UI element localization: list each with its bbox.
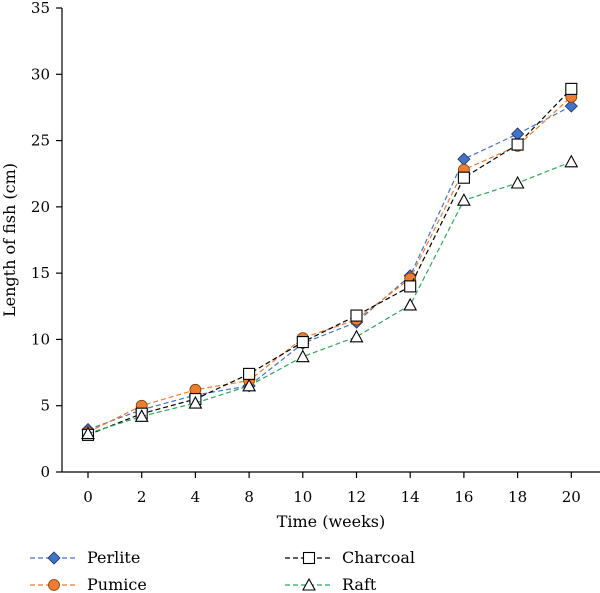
data-point-raft [510,175,525,189]
data-point-charcoal [350,309,363,322]
x-tick-label: 18 [508,488,527,506]
plot-area: 0 5 10 15 20 25 30 35 0 2 4 8 10 12 14 16 18 20 [31,0,600,506]
data-point-perlite [511,127,525,141]
y-axis-ticks: 0 5 10 15 20 25 30 35 [31,0,62,481]
x-axis-ticks: 0 2 4 8 10 12 14 16 18 20 [83,472,581,506]
series-layer [81,82,579,441]
x-axis-title: Time (weeks) [277,512,386,531]
data-point-charcoal [296,336,309,349]
x-tick-label: 20 [562,488,581,506]
legend-item-pumice: Pumice [30,575,147,593]
x-tick-label: 4 [191,488,201,506]
data-point-raft [295,349,310,363]
y-tick-label: 35 [31,0,50,17]
series-perlite [81,99,578,437]
data-point-raft [403,297,418,311]
data-point-charcoal [457,171,470,184]
x-tick-label: 12 [347,488,366,506]
y-tick-label: 15 [31,264,50,282]
legend-label-perlite: Perlite [87,548,140,567]
data-point-raft [242,378,257,392]
x-tick-label: 2 [137,488,147,506]
x-tick-label: 10 [293,488,312,506]
series-line-perlite [87,105,572,431]
series-charcoal [81,82,578,441]
series-line-pumice [87,96,572,433]
x-tick-label: 8 [244,488,254,506]
y-tick-label: 10 [31,330,50,348]
legend-label-pumice: Pumice [87,575,147,593]
data-point-charcoal [511,138,524,151]
legend-item-charcoal: Charcoal [285,548,415,567]
legend-marker-perlite [47,551,61,565]
data-point-charcoal [243,367,256,380]
legend-item-perlite: Perlite [30,548,140,567]
y-tick-label: 0 [40,463,50,481]
x-tick-label: 14 [401,488,420,506]
data-point-perlite [457,152,471,166]
legend: Perlite Pumice Charcoal Raft [30,548,415,593]
legend-item-raft: Raft [285,575,377,593]
series-raft [81,154,579,440]
series-line-raft [87,161,572,435]
y-tick-label: 30 [31,65,50,83]
y-tick-label: 5 [40,397,50,415]
legend-marker-charcoal [302,551,316,565]
legend-label-charcoal: Charcoal [342,548,415,567]
y-tick-label: 25 [31,132,50,150]
data-point-raft [81,426,95,440]
data-point-charcoal [565,82,578,95]
legend-label-raft: Raft [342,575,377,593]
legend-marker-raft [302,577,316,591]
data-point-charcoal [404,280,417,293]
x-tick-label: 16 [454,488,473,506]
series-pumice [82,90,578,439]
y-axis-title: Length of fish (cm) [0,163,19,317]
series-line-charcoal [87,88,572,436]
data-point-raft [134,409,149,422]
data-point-raft [456,193,471,206]
data-point-raft [564,154,579,168]
legend-marker-pumice [48,579,60,591]
data-point-raft [188,395,203,409]
data-point-raft [349,329,364,343]
y-tick-label: 20 [31,198,50,216]
x-tick-label: 0 [83,488,93,506]
data-point-perlite [564,99,578,113]
